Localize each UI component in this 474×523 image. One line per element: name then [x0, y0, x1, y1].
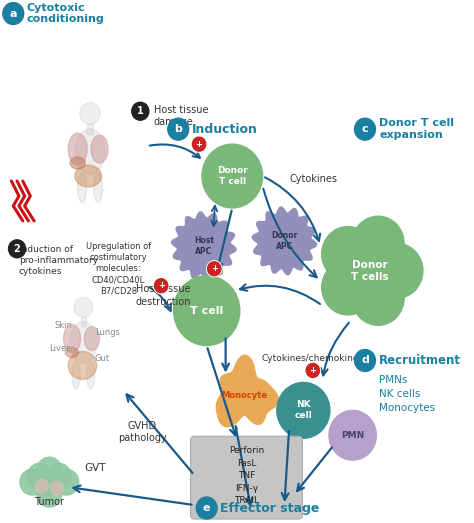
Circle shape: [342, 242, 397, 300]
Text: +: +: [158, 281, 164, 290]
Circle shape: [46, 463, 71, 489]
Text: Host tissue
damage: Host tissue damage: [154, 105, 208, 128]
Ellipse shape: [68, 133, 87, 165]
Circle shape: [37, 481, 62, 507]
Circle shape: [306, 363, 319, 378]
Ellipse shape: [65, 347, 79, 358]
Circle shape: [155, 279, 168, 293]
Circle shape: [27, 463, 52, 489]
Text: 1: 1: [137, 106, 144, 116]
Circle shape: [352, 270, 404, 325]
FancyBboxPatch shape: [191, 436, 302, 519]
Circle shape: [9, 240, 26, 258]
Circle shape: [3, 3, 24, 25]
Circle shape: [154, 278, 169, 294]
Circle shape: [192, 137, 206, 151]
Circle shape: [20, 469, 45, 495]
Text: Recruitment: Recruitment: [379, 354, 461, 367]
Text: Cytokines/chemokines: Cytokines/chemokines: [262, 354, 364, 363]
Circle shape: [207, 261, 222, 277]
Text: Induction of
pro-inflammatory
cytokines: Induction of pro-inflammatory cytokines: [19, 245, 98, 276]
Circle shape: [54, 469, 79, 495]
Text: Tumor: Tumor: [34, 497, 64, 507]
Text: a: a: [9, 8, 17, 18]
Text: Upregulation of
costimulatory
molecules:
CD40/CD40L
B7/CD28: Upregulation of costimulatory molecules:…: [86, 242, 151, 295]
Polygon shape: [216, 355, 278, 427]
Circle shape: [322, 260, 374, 315]
Circle shape: [80, 103, 100, 124]
Text: Perforin
FasL
TNF
IFN-γ
TRAIL: Perforin FasL TNF IFN-γ TRAIL: [229, 446, 264, 505]
Bar: [87, 124, 93, 134]
Circle shape: [355, 349, 375, 371]
Text: 2: 2: [14, 244, 20, 254]
Circle shape: [50, 481, 64, 495]
Circle shape: [196, 497, 217, 519]
Ellipse shape: [70, 322, 97, 363]
Text: Donor T cell
expansion: Donor T cell expansion: [379, 118, 454, 140]
Ellipse shape: [68, 351, 97, 379]
Text: Induction: Induction: [191, 123, 257, 135]
Circle shape: [352, 216, 404, 271]
Text: Effector stage: Effector stage: [220, 502, 319, 515]
Polygon shape: [172, 212, 236, 280]
Text: Gut: Gut: [95, 354, 110, 363]
Text: +: +: [196, 140, 202, 149]
Circle shape: [173, 276, 240, 346]
Circle shape: [35, 479, 48, 493]
Ellipse shape: [75, 129, 105, 175]
Circle shape: [355, 118, 375, 140]
Ellipse shape: [84, 326, 100, 350]
Text: Donor
T cells: Donor T cells: [351, 259, 389, 282]
Ellipse shape: [72, 361, 80, 389]
Circle shape: [305, 362, 320, 379]
Circle shape: [132, 103, 149, 120]
Text: GVHD
pathology: GVHD pathology: [118, 421, 166, 444]
Circle shape: [322, 226, 374, 281]
Text: Monocyte: Monocyte: [221, 391, 268, 400]
Text: Skin: Skin: [54, 321, 72, 330]
Text: Cytokines: Cytokines: [289, 174, 337, 184]
Text: T cell: T cell: [190, 305, 223, 316]
Text: Lungs: Lungs: [95, 328, 120, 337]
Ellipse shape: [70, 157, 85, 169]
Ellipse shape: [64, 325, 81, 353]
Circle shape: [208, 262, 221, 276]
Ellipse shape: [93, 173, 102, 202]
Circle shape: [37, 457, 62, 483]
Text: b: b: [174, 124, 182, 134]
Circle shape: [37, 469, 62, 495]
Text: GVT: GVT: [84, 463, 106, 473]
Circle shape: [191, 136, 207, 152]
Text: e: e: [203, 503, 210, 513]
Text: +: +: [211, 264, 218, 273]
Ellipse shape: [75, 165, 101, 187]
Polygon shape: [252, 207, 317, 275]
Text: PMN: PMN: [341, 431, 365, 440]
Circle shape: [329, 411, 376, 460]
Text: Donor
APC: Donor APC: [271, 231, 298, 251]
Circle shape: [277, 382, 330, 438]
Text: +: +: [310, 366, 316, 375]
Text: Liver: Liver: [49, 344, 70, 353]
Circle shape: [74, 298, 93, 317]
Text: NK
cell: NK cell: [294, 400, 312, 420]
Ellipse shape: [91, 135, 108, 163]
Circle shape: [202, 144, 263, 208]
Circle shape: [371, 243, 423, 298]
Bar: [81, 317, 86, 326]
Text: d: d: [361, 356, 369, 366]
Text: Host
APC: Host APC: [194, 236, 214, 256]
Ellipse shape: [87, 361, 95, 389]
Text: c: c: [362, 124, 368, 134]
Text: Donor
T cell: Donor T cell: [217, 166, 247, 186]
Circle shape: [168, 118, 189, 140]
Text: PMNs
NK cells
Monocytes: PMNs NK cells Monocytes: [379, 376, 435, 414]
Ellipse shape: [78, 173, 87, 202]
Text: Cytotoxic
conditioning: Cytotoxic conditioning: [27, 3, 104, 25]
Text: Host tissue
destruction: Host tissue destruction: [136, 285, 191, 307]
